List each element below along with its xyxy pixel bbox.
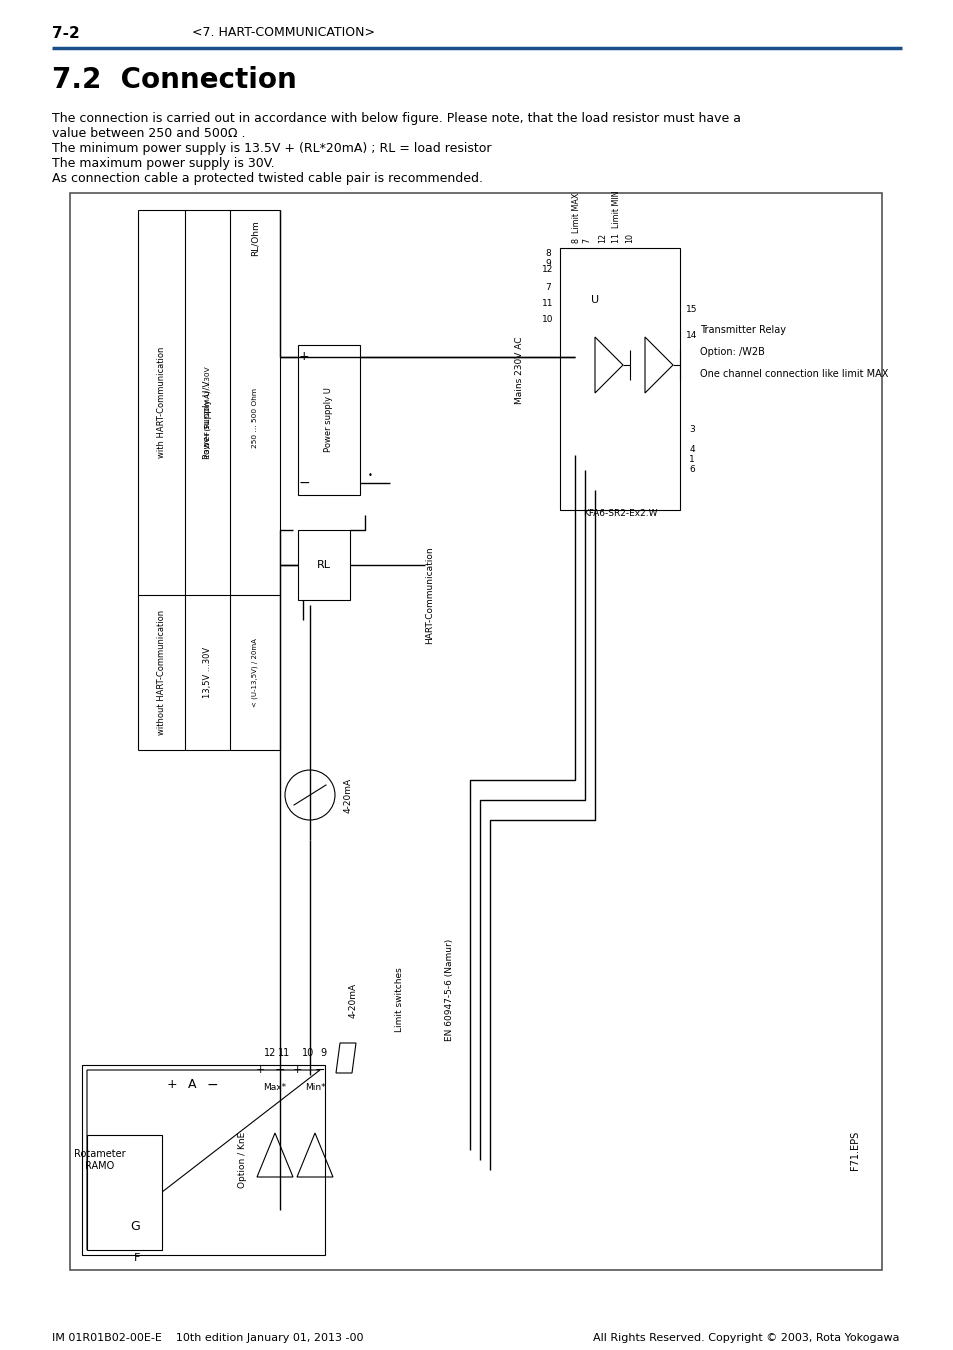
Text: +: +: [292, 1065, 301, 1075]
Text: Power supply U: Power supply U: [324, 387, 334, 452]
Text: −: −: [314, 1064, 325, 1076]
Text: with HART-Communication: with HART-Communication: [157, 347, 166, 458]
Text: Power supply U/V: Power supply U/V: [203, 381, 212, 459]
Text: +: +: [255, 1065, 264, 1075]
Text: 4-20mA: 4-20mA: [343, 778, 352, 813]
Text: 1: 1: [688, 455, 694, 464]
Text: 250 ... 500 Ohm: 250 ... 500 Ohm: [252, 387, 257, 448]
Text: RL: RL: [316, 560, 331, 570]
Text: F71.EPS: F71.EPS: [849, 1130, 859, 1169]
Text: 9: 9: [544, 258, 550, 267]
Text: The connection is carried out in accordance with below figure. Please note, that: The connection is carried out in accorda…: [52, 112, 740, 126]
Text: 7: 7: [581, 238, 590, 243]
Text: without HART-Communication: without HART-Communication: [157, 610, 166, 734]
Bar: [297, 531, 350, 599]
Text: Min*: Min*: [304, 1083, 325, 1092]
Text: 10: 10: [541, 316, 553, 324]
Text: As connection cable a protected twisted cable pair is recommended.: As connection cable a protected twisted …: [52, 171, 482, 185]
Text: 10: 10: [301, 1048, 314, 1058]
Text: −: −: [206, 1079, 217, 1092]
Bar: [559, 248, 679, 510]
Text: 11  Limit MIN: 11 Limit MIN: [612, 190, 620, 243]
Text: EN 60947-5-6 (Namur): EN 60947-5-6 (Namur): [445, 938, 454, 1041]
Text: 3: 3: [688, 425, 694, 435]
Text: •: •: [367, 471, 372, 479]
Text: A: A: [188, 1079, 196, 1092]
Text: 7.2  Connection: 7.2 Connection: [52, 66, 296, 95]
Text: <7. HART-COMMUNICATION>: <7. HART-COMMUNICATION>: [192, 27, 375, 39]
Bar: [70, 193, 882, 1270]
Text: +: +: [298, 351, 309, 363]
Bar: [87, 1135, 162, 1250]
Text: Option: /W2B: Option: /W2B: [700, 347, 764, 356]
Text: value between 250 and 500Ω .: value between 250 and 500Ω .: [52, 127, 245, 140]
Text: 14: 14: [685, 331, 697, 339]
Text: +: +: [167, 1079, 177, 1092]
Text: Rotameter
RAMO: Rotameter RAMO: [74, 1149, 126, 1172]
Text: −: −: [298, 477, 310, 490]
Text: < (U-13,5V) / 20mA: < (U-13,5V) / 20mA: [252, 639, 258, 707]
Text: 7-2: 7-2: [52, 26, 80, 40]
Text: F: F: [133, 1253, 140, 1264]
Text: IM 01R01B02-00E-E    10th edition January 01, 2013 -00: IM 01R01B02-00E-E 10th edition January 0…: [52, 1332, 363, 1343]
Text: 12: 12: [598, 232, 606, 243]
Text: 8  Limit MAX: 8 Limit MAX: [572, 193, 580, 243]
Text: 13,5V+(RL*20mA) ...30V: 13,5V+(RL*20mA) ...30V: [204, 367, 211, 458]
Text: 15: 15: [685, 305, 697, 315]
Text: The maximum power supply is 30V.: The maximum power supply is 30V.: [52, 157, 274, 170]
Text: 12: 12: [264, 1048, 276, 1058]
Text: The minimum power supply is 13.5V + (RL*20mA) ; RL = load resistor: The minimum power supply is 13.5V + (RL*…: [52, 142, 491, 155]
Text: 9: 9: [319, 1048, 326, 1058]
Text: All Rights Reserved. Copyright © 2003, Rota Yokogawa: All Rights Reserved. Copyright © 2003, R…: [593, 1332, 899, 1343]
Bar: [297, 346, 359, 495]
Text: 11: 11: [277, 1048, 290, 1058]
Text: 11: 11: [541, 298, 553, 308]
Text: KFA6-SR2-Ex2.W: KFA6-SR2-Ex2.W: [582, 509, 657, 518]
Text: 12: 12: [541, 266, 553, 274]
Bar: [82, 1065, 325, 1256]
Text: Limit switches: Limit switches: [395, 968, 404, 1033]
Text: 10: 10: [624, 234, 634, 243]
Text: −: −: [274, 1064, 285, 1076]
Text: Max*: Max*: [263, 1083, 286, 1092]
Text: 4: 4: [688, 446, 694, 455]
Text: G: G: [130, 1220, 140, 1234]
Text: 4-20mA: 4-20mA: [348, 983, 357, 1018]
Text: One channel connection like limit MAX: One channel connection like limit MAX: [700, 369, 887, 379]
Text: 7: 7: [544, 284, 550, 293]
Text: U: U: [590, 296, 598, 305]
Text: Mains 230V AC: Mains 230V AC: [515, 336, 524, 404]
Text: Option / KnE: Option / KnE: [238, 1131, 247, 1188]
Text: Transmitter Relay: Transmitter Relay: [700, 325, 785, 335]
Text: 6: 6: [688, 466, 694, 474]
Text: HART-Communication: HART-Communication: [425, 547, 434, 644]
Text: 13,5V ...30V: 13,5V ...30V: [203, 647, 212, 698]
Text: RL/Ohm: RL/Ohm: [251, 220, 259, 256]
Text: 8: 8: [544, 248, 550, 258]
